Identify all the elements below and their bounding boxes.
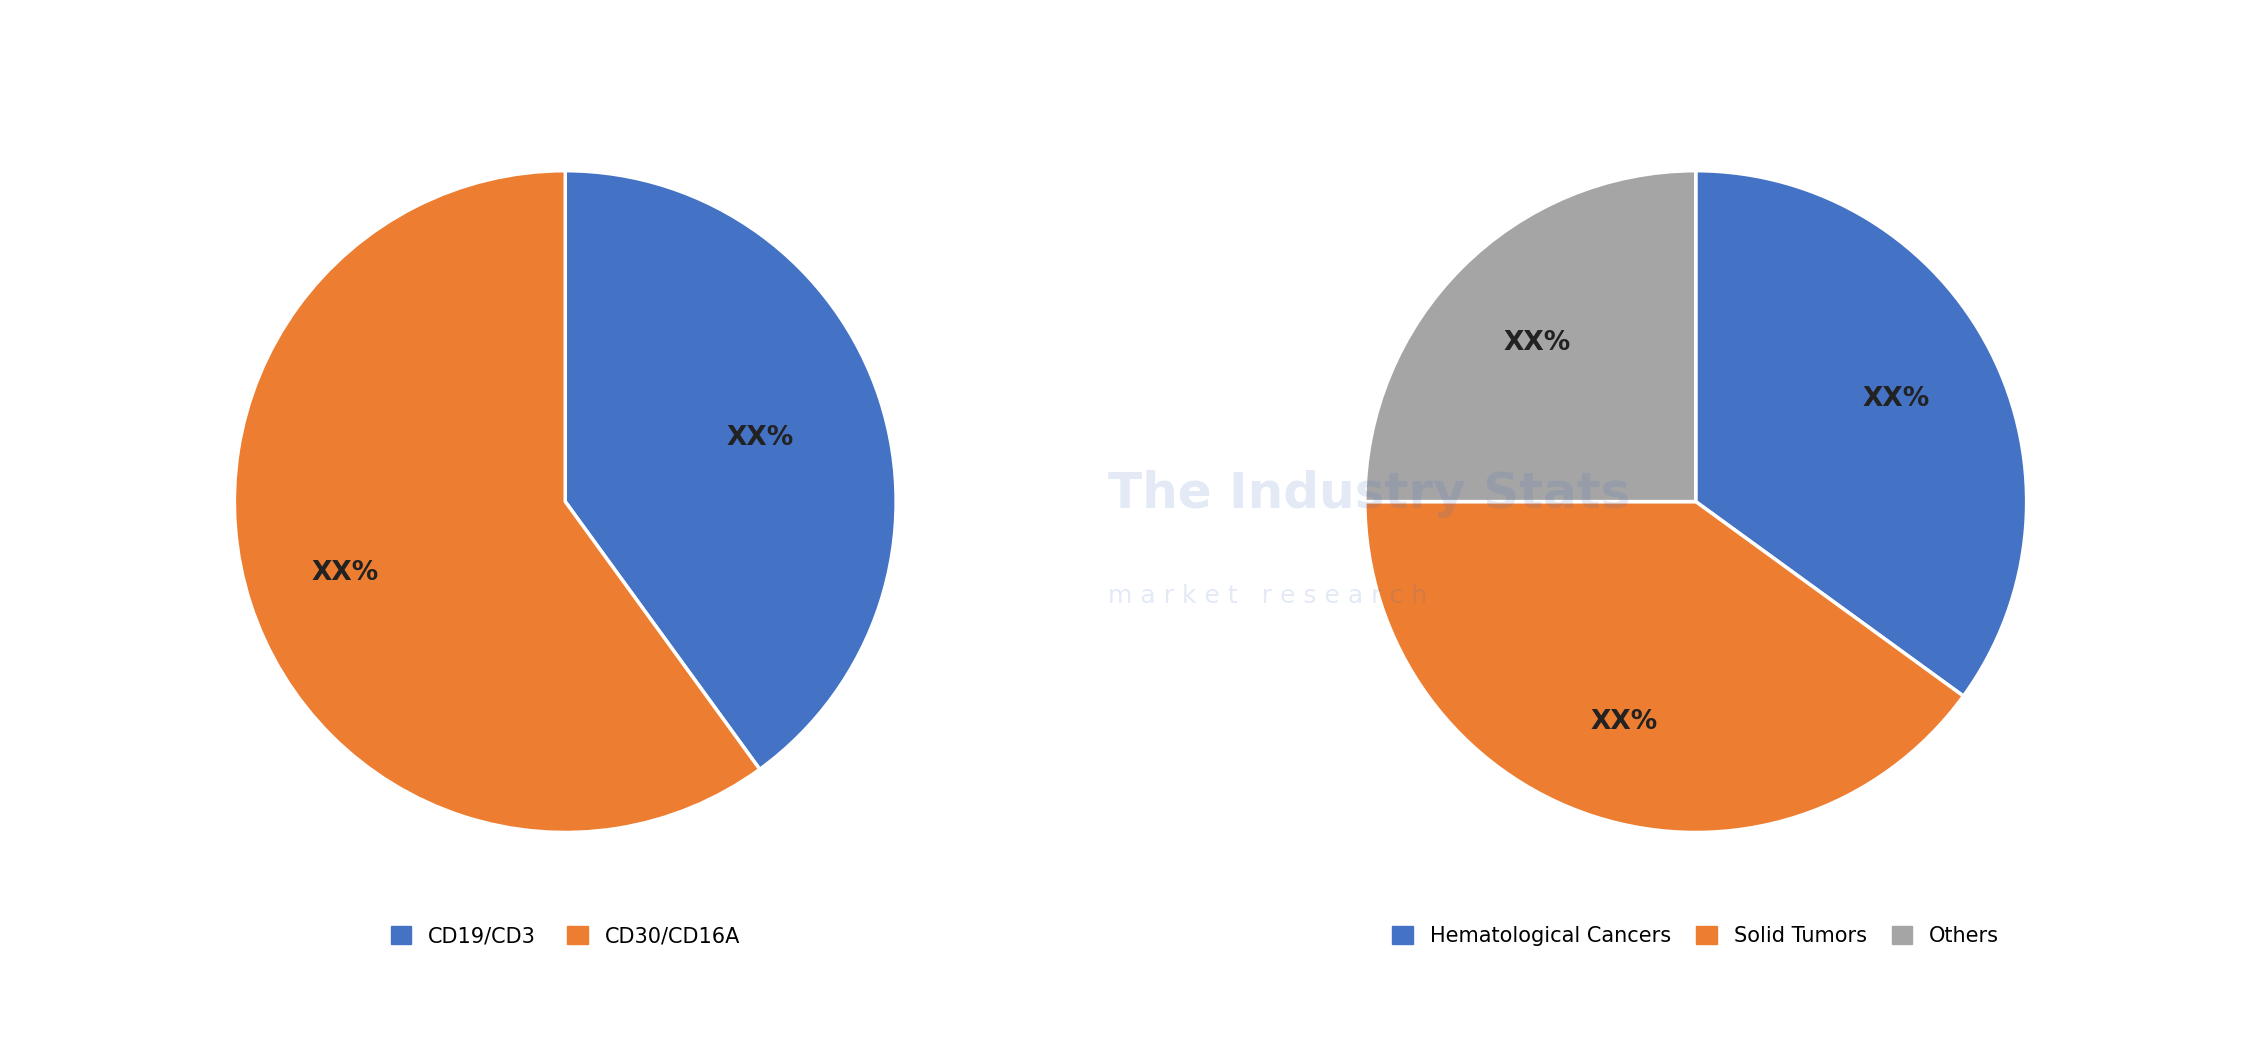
Text: Email: sales@theindustrystats.com: Email: sales@theindustrystats.com	[837, 1006, 1250, 1026]
Text: The Industry Stats: The Industry Stats	[1108, 470, 1630, 518]
Legend: Hematological Cancers, Solid Tumors, Others: Hematological Cancers, Solid Tumors, Oth…	[1384, 918, 2008, 955]
Wedge shape	[235, 171, 760, 832]
Text: Fig. Global Bispecific Antibody Market Share by Product Types & Application: Fig. Global Bispecific Antibody Market S…	[27, 35, 1284, 62]
Text: m a r k e t   r e s e a r c h: m a r k e t r e s e a r c h	[1108, 584, 1427, 607]
Text: XX%: XX%	[312, 560, 378, 586]
Wedge shape	[1366, 171, 1696, 502]
Text: XX%: XX%	[726, 426, 794, 451]
Text: XX%: XX%	[1504, 329, 1571, 356]
Wedge shape	[565, 171, 895, 769]
Text: XX%: XX%	[1863, 386, 1931, 413]
Legend: CD19/CD3, CD30/CD16A: CD19/CD3, CD30/CD16A	[382, 918, 748, 955]
Text: Website: www.theindustrystats.com: Website: www.theindustrystats.com	[1560, 1006, 1987, 1026]
Text: XX%: XX%	[1589, 709, 1657, 735]
Wedge shape	[1366, 502, 1963, 832]
Wedge shape	[1696, 171, 2026, 696]
Text: Source: Theindustrystats Analysis: Source: Theindustrystats Analysis	[41, 1006, 443, 1026]
Text: ⚙: ⚙	[809, 454, 886, 534]
